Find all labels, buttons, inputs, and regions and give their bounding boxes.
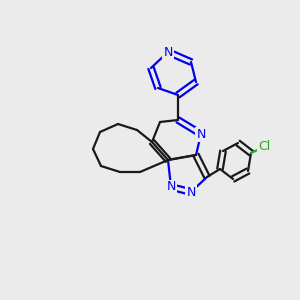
Text: Cl: Cl xyxy=(258,140,270,154)
Text: N: N xyxy=(196,128,206,140)
Text: N: N xyxy=(186,185,196,199)
Text: N: N xyxy=(166,181,176,194)
Text: N: N xyxy=(163,46,173,59)
